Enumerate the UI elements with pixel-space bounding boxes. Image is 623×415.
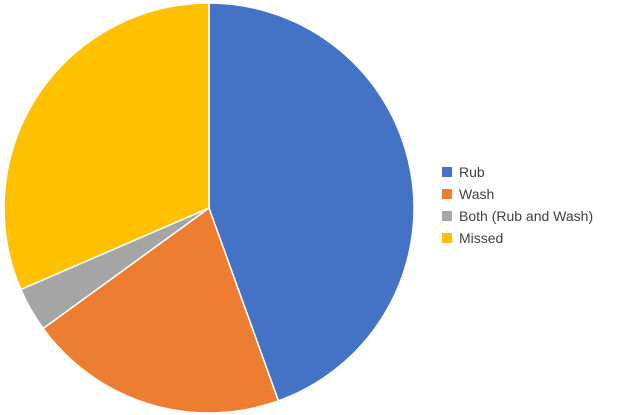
pie-slice-missed — [3, 2, 210, 291]
legend-swatch-missed — [442, 233, 452, 243]
legend-swatch-wash — [442, 189, 452, 199]
legend-item-rub: Rub — [442, 164, 485, 180]
pie-slice-rub — [208, 2, 415, 402]
legend-item-missed: Missed — [442, 230, 503, 246]
pie-slice-wash — [42, 206, 280, 414]
legend-label-rub: Rub — [459, 164, 485, 180]
legend-label-missed: Missed — [459, 230, 503, 246]
legend-swatch-both-rub-and-wash — [442, 211, 452, 221]
legend: Rub Wash Both (Rub and Wash) Missed — [442, 164, 593, 246]
legend-item-both-rub-and-wash: Both (Rub and Wash) — [442, 208, 593, 224]
legend-item-wash: Wash — [442, 186, 494, 202]
legend-swatch-rub — [442, 167, 452, 177]
legend-label-wash: Wash — [459, 186, 494, 202]
pie-slices — [3, 2, 415, 414]
legend-label-both-rub-and-wash: Both (Rub and Wash) — [459, 208, 593, 224]
